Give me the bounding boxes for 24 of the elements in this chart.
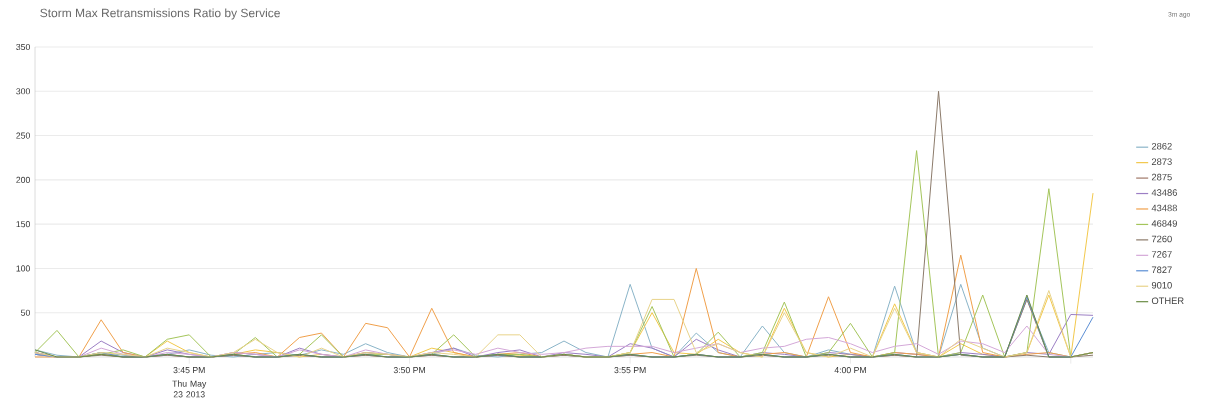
legend-label: 7827 — [1151, 266, 1172, 274]
chart-title: Storm Max Retransmissions Ratio by Service — [40, 8, 280, 20]
y-tick-label: 50 — [21, 309, 30, 316]
x-tick-label: 4:00 PM — [834, 367, 866, 374]
legend-label: 43486 — [1151, 189, 1177, 196]
x-tick-label: 3:50 PM — [393, 367, 425, 374]
legend-label: OTHER — [1151, 297, 1184, 305]
legend-label: 43488 — [1151, 204, 1177, 212]
y-tick-label: 200 — [16, 176, 30, 183]
x-tick-label: 3:45 PM — [173, 367, 205, 374]
x-tick-label: 3:55 PM — [614, 367, 646, 374]
legend-label: 7267 — [1151, 251, 1172, 258]
legend-label: 46849 — [1151, 220, 1177, 227]
text: Thu May 23 2013 — [172, 380, 207, 398]
y-tick-label: 150 — [16, 221, 30, 228]
y-tick-label: 300 — [16, 88, 30, 95]
legend-label: 7260 — [1151, 235, 1172, 243]
legend-label: 2875 — [1151, 173, 1172, 181]
legend-label: 2873 — [1151, 158, 1172, 165]
y-tick-label: 250 — [16, 132, 30, 139]
y-tick-label: 100 — [16, 265, 30, 272]
y-tick-label: 350 — [16, 43, 30, 51]
legend-label: 9010 — [1151, 281, 1172, 289]
legend-label: 2862 — [1151, 142, 1172, 150]
